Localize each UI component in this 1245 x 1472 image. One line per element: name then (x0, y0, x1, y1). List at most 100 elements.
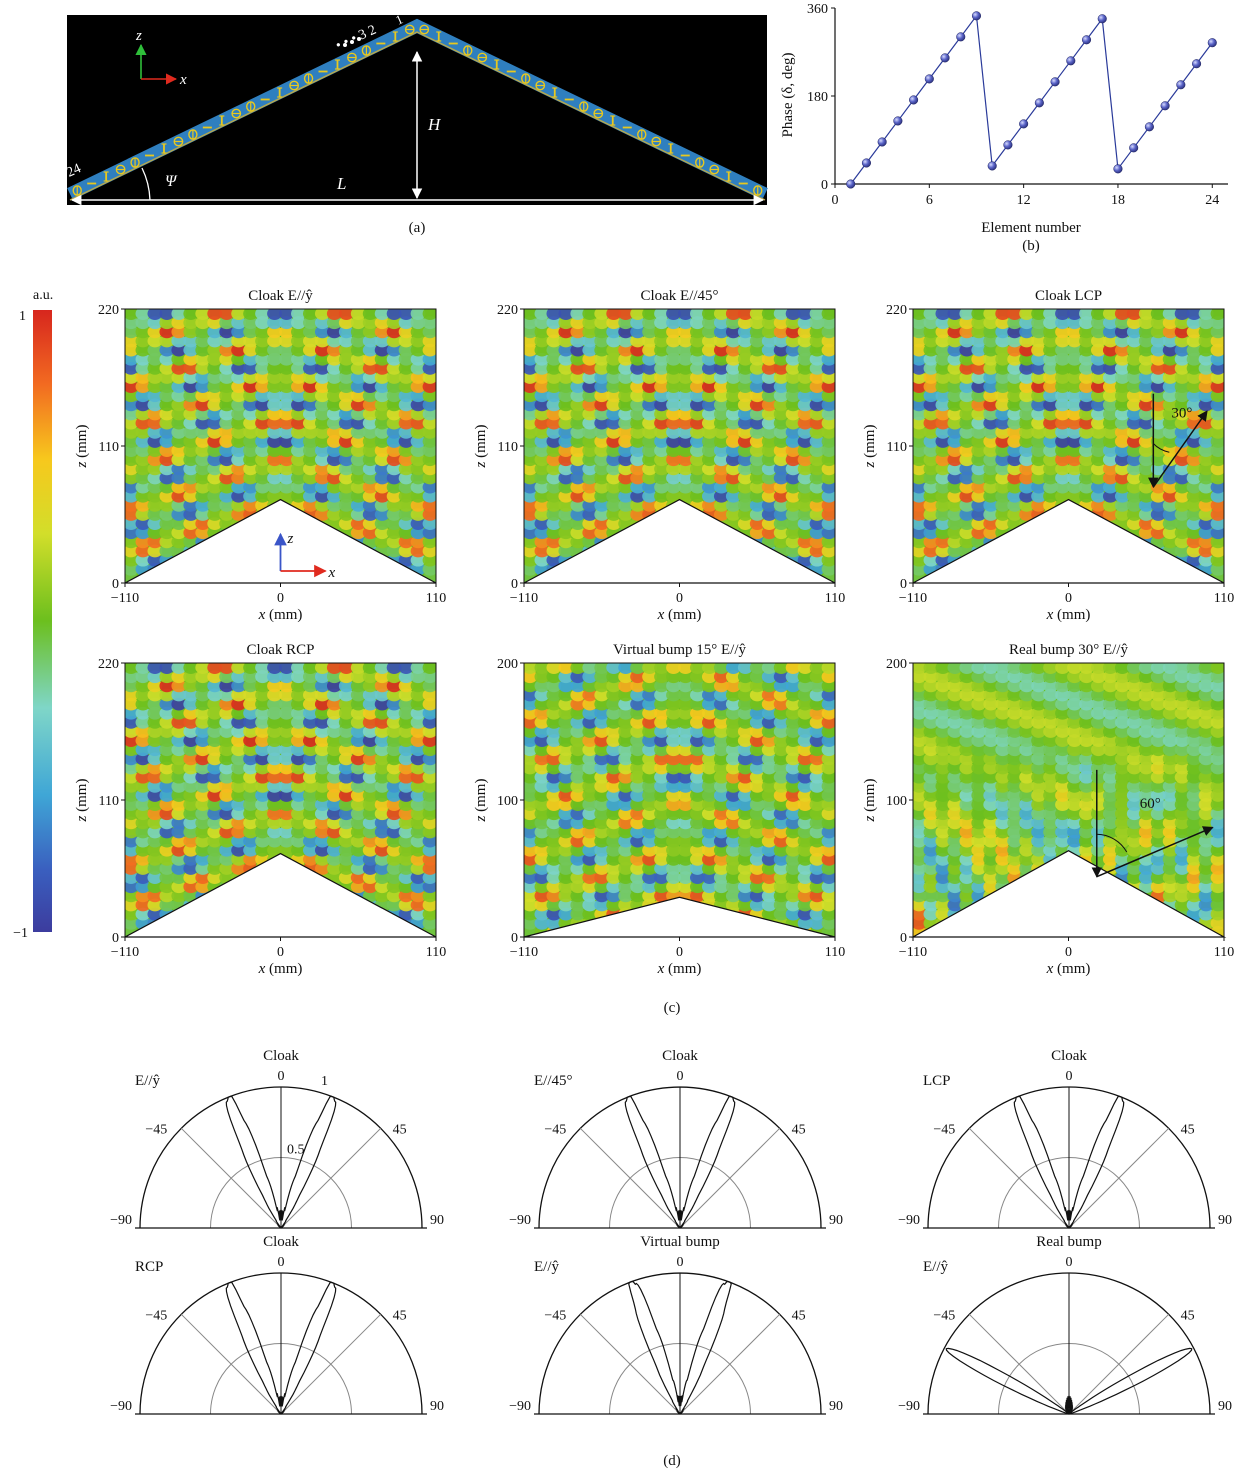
phase-chart-xlabel: Element number (981, 220, 1081, 236)
field-map-x-tick-label: 110 (825, 945, 845, 960)
field-map-title: Real bump 30° E//ŷ (1009, 642, 1128, 658)
phase-point (1192, 59, 1202, 69)
field-map-x-tick-label: 110 (426, 945, 446, 960)
polar-polarization-label: E//ŷ (534, 1259, 559, 1275)
unit-cell (494, 59, 500, 70)
radiation-pattern-curve (628, 1280, 732, 1415)
field-map-x-tick-label: 110 (1214, 591, 1234, 606)
phase-chart-y-tick-label: 0 (821, 178, 828, 193)
field-map-xlabel: x (mm) (258, 607, 303, 623)
phase-chart-marks (846, 11, 1217, 189)
unit-cell (463, 45, 473, 56)
angle-label: 60° (1140, 796, 1161, 812)
phase-chart-x-tick-label: 24 (1205, 193, 1219, 208)
polar-radius-tick-label: 1 (321, 1074, 328, 1089)
field-map-zlabel: z (mm) (862, 425, 878, 469)
field-map-x-tick-label: 0 (676, 945, 683, 960)
field-map-zlabel: z (mm) (473, 779, 489, 823)
panel-a-x-label: x (179, 72, 187, 88)
unit-cells (72, 24, 763, 196)
phase-point (1176, 80, 1186, 90)
field-map-title: Cloak E//45° (640, 288, 718, 304)
panel-c-caption: (c) (664, 1000, 681, 1016)
polar-spoke (180, 1313, 282, 1415)
polar-title: Cloak (263, 1048, 299, 1064)
ellipsis-dot (357, 37, 361, 41)
angle-label: 30° (1171, 405, 1192, 421)
polar-angle-tick-label: −90 (509, 1213, 531, 1228)
polar-polarization-label: LCP (923, 1073, 951, 1089)
panel-a-structure: z x H L Ψ 24 • • • 3 2 1 (a) (65, 11, 768, 236)
polar-angle-tick-label: 90 (430, 1399, 444, 1414)
polar-title: Cloak (1051, 1048, 1087, 1064)
field-map-x-tick-label: 110 (426, 591, 446, 606)
polar-spoke (280, 1313, 382, 1415)
radiation-pattern-curve (945, 1347, 1193, 1415)
far-field-polar-plot: Cloak RCP −90 −45 0 45 90 (110, 1234, 444, 1415)
polar-angle-tick-label: 0 (1066, 1069, 1073, 1084)
unit-cell (610, 115, 616, 126)
field-map-title: Virtual bump 15° E//ŷ (613, 642, 747, 658)
phase-point (1160, 101, 1170, 111)
field-map-xlabel: x (mm) (1046, 607, 1091, 623)
phase-chart-x-tick-label: 18 (1111, 193, 1125, 208)
field-map-z-tick-label: 110 (498, 440, 518, 455)
polar-angle-tick-label: 45 (1181, 1308, 1195, 1323)
unit-cell (651, 136, 662, 147)
field-map-x-tick-label: −110 (899, 945, 927, 960)
field-map-title: Cloak E//ŷ (248, 288, 313, 304)
unit-cell (115, 164, 126, 175)
panel-d-caption: (d) (663, 1453, 681, 1469)
polar-angle-tick-label: −45 (544, 1308, 566, 1323)
polar-angle-tick-label: 0 (278, 1255, 285, 1270)
field-map-z-tick-label: 220 (886, 303, 907, 318)
colorbar (33, 310, 52, 932)
polar-angle-tick-label: 45 (393, 1122, 407, 1137)
phase-point (940, 53, 950, 63)
unit-cell (219, 115, 225, 126)
unit-cell (130, 157, 140, 168)
far-field-polar-plot: Real bump E//ŷ −90 −45 0 45 90 (898, 1234, 1232, 1415)
far-field-polar-plot: Cloak E//45° −90 −45 0 45 90 (509, 1048, 843, 1229)
phase-point (861, 158, 871, 168)
panel-a-caption: (a) (409, 220, 426, 236)
unit-cell (277, 87, 283, 98)
phase-chart-axes: 0 6 12 18 24 0 180 360 (807, 2, 1228, 208)
field-map-z-tick-label: 0 (112, 931, 119, 946)
ellipsis-dot (350, 40, 354, 44)
polar-polarization-label: E//ŷ (923, 1259, 948, 1275)
phase-point (846, 179, 856, 189)
polar-angle-tick-label: 0 (278, 1069, 285, 1084)
field-map-xlabel: x (mm) (657, 961, 702, 977)
field-map-x-tick-label: 0 (1065, 945, 1072, 960)
unit-cell (404, 24, 415, 35)
element-last-label: 24 (65, 161, 84, 180)
unit-cell (535, 80, 546, 91)
unit-cell (695, 157, 705, 168)
polar-angle-tick-label: 45 (792, 1308, 806, 1323)
field-map-x-tick-label: 0 (277, 945, 284, 960)
unit-cell (392, 31, 398, 42)
polar-radius-tick-label: 0.5 (287, 1143, 305, 1158)
radiation-pattern-curve (624, 1095, 736, 1229)
field-map-x-tick-label: −110 (111, 591, 139, 606)
unit-cell (579, 101, 589, 112)
field-map-title: Cloak LCP (1035, 288, 1102, 304)
polar-angle-tick-label: 90 (829, 1213, 843, 1228)
phase-point (909, 95, 919, 105)
polar-spoke (679, 1127, 781, 1229)
polar-polarization-label: E//45° (534, 1073, 573, 1089)
polar-title: Virtual bump (640, 1234, 720, 1250)
polar-polarization-label: E//ŷ (135, 1073, 160, 1089)
field-map-zlabel: z (mm) (473, 425, 489, 469)
reflected-wave-arrow (1096, 826, 1214, 878)
field-map-z-tick-label: 220 (98, 303, 119, 318)
polar-spoke (968, 1127, 1070, 1229)
phase-chart-caption: (b) (1022, 238, 1040, 254)
field-map-x-tick-label: −110 (510, 591, 538, 606)
field-map-xlabel: x (mm) (1046, 961, 1091, 977)
phase-point (1129, 143, 1139, 153)
phase-point (924, 74, 934, 84)
unit-cell (347, 52, 357, 63)
